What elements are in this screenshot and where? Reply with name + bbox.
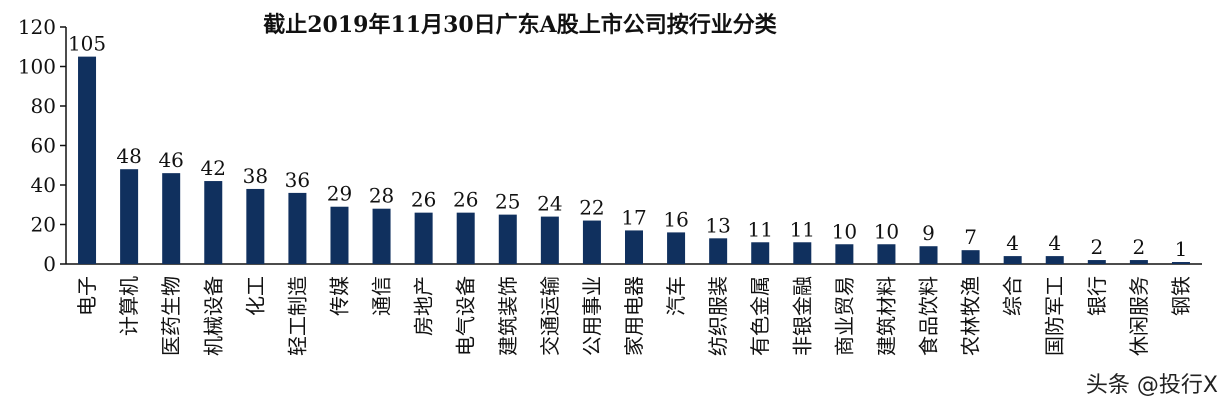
category-label: 食品饮料 (917, 276, 941, 356)
bar (540, 216, 559, 264)
bar (582, 220, 601, 264)
category-label: 传媒 (327, 276, 351, 316)
category-label: 家用电器 (622, 276, 646, 356)
bar (835, 244, 854, 264)
data-label: 13 (705, 213, 730, 237)
data-label: 7 (964, 225, 977, 249)
category-label: 公用事业 (580, 276, 604, 356)
category-label: 房地产 (412, 276, 436, 336)
category-label: 轻工制造 (285, 276, 309, 356)
data-label: 4 (1048, 231, 1061, 255)
category-label: 建筑装饰 (496, 276, 520, 356)
data-label: 11 (790, 217, 815, 241)
bar (204, 181, 223, 264)
bar (1003, 256, 1022, 264)
category-label: 综合 (1001, 276, 1025, 316)
data-label: 4 (1006, 231, 1019, 255)
chart-title: 截止2019年11月30日广东A股上市公司按行业分类 (263, 12, 778, 38)
y-tick-label: 80 (31, 94, 56, 118)
data-label: 1 (1175, 237, 1188, 261)
data-label: 105 (68, 32, 106, 56)
category-label: 银行 (1085, 276, 1109, 316)
data-label: 42 (201, 156, 226, 180)
category-label: 非银金融 (790, 276, 814, 356)
bar (78, 56, 97, 264)
category-label: 钢铁 (1169, 276, 1193, 316)
data-label: 16 (663, 207, 688, 231)
data-label: 11 (747, 217, 772, 241)
bar (667, 232, 686, 264)
bar (877, 244, 896, 264)
watermark: 头条 @投行X (1085, 373, 1218, 398)
data-label: 36 (285, 168, 310, 192)
data-label: 46 (158, 148, 183, 172)
category-label: 有色金属 (748, 276, 772, 356)
category-label: 电气设备 (454, 276, 478, 356)
bars (78, 56, 1190, 264)
bar (1129, 260, 1148, 264)
bar (625, 230, 643, 264)
category-label: 建筑材料 (874, 276, 898, 356)
y-tick-label: 40 (31, 173, 56, 197)
bar (919, 246, 938, 264)
bar (456, 212, 475, 264)
y-tick-label: 100 (18, 55, 56, 79)
y-tick-label: 20 (31, 213, 56, 237)
category-label: 纺织服装 (706, 276, 730, 356)
category-labels: 电子 计算机 医药生物 机械设备 化工 轻工制造 传媒 通信 房地产 电气设备 建筑装饰 交通运输 公用… (75, 276, 1193, 356)
category-label: 通信 (370, 276, 394, 316)
bar (498, 214, 517, 264)
bar (751, 242, 770, 264)
y-tick-label: 0 (43, 252, 56, 276)
bar (1045, 256, 1064, 264)
data-label: 10 (874, 219, 899, 243)
data-label: 2 (1090, 235, 1103, 259)
data-label: 2 (1133, 235, 1146, 259)
category-label: 休闲服务 (1127, 276, 1151, 356)
category-label: 机械设备 (201, 276, 225, 356)
data-label: 17 (621, 205, 646, 229)
bar (793, 242, 812, 264)
bar (961, 250, 980, 264)
category-label: 电子 (75, 276, 99, 316)
bar (414, 212, 433, 264)
data-label: 48 (116, 144, 141, 168)
bar (246, 188, 265, 264)
category-label: 国防军工 (1043, 276, 1067, 356)
data-label: 10 (832, 219, 857, 243)
category-label: 交通运输 (538, 276, 562, 356)
category-label: 商业贸易 (832, 276, 856, 356)
category-label: 汽车 (664, 276, 688, 316)
bar (709, 238, 728, 264)
bar (330, 206, 349, 264)
data-label: 26 (453, 188, 478, 212)
y-tick-label: 60 (31, 134, 56, 158)
bar (1087, 260, 1106, 264)
bar (288, 192, 307, 264)
bar (120, 169, 139, 264)
data-label: 25 (495, 190, 520, 214)
data-label: 28 (369, 184, 394, 208)
data-label: 9 (922, 221, 935, 245)
data-label: 26 (411, 188, 436, 212)
category-label: 化工 (243, 276, 267, 316)
y-tick-label: 120 (18, 15, 56, 39)
data-label: 24 (537, 192, 562, 216)
bar (1171, 262, 1190, 264)
bar (372, 208, 391, 264)
category-label: 计算机 (117, 276, 141, 336)
data-label: 29 (327, 182, 352, 206)
category-label: 医药生物 (159, 276, 183, 356)
data-label: 38 (243, 164, 268, 188)
bar (162, 173, 181, 264)
y-axis: 0 20 40 60 80 100 120 (18, 15, 1202, 276)
data-label: 22 (579, 196, 604, 220)
category-label: 农林牧渔 (959, 276, 983, 356)
